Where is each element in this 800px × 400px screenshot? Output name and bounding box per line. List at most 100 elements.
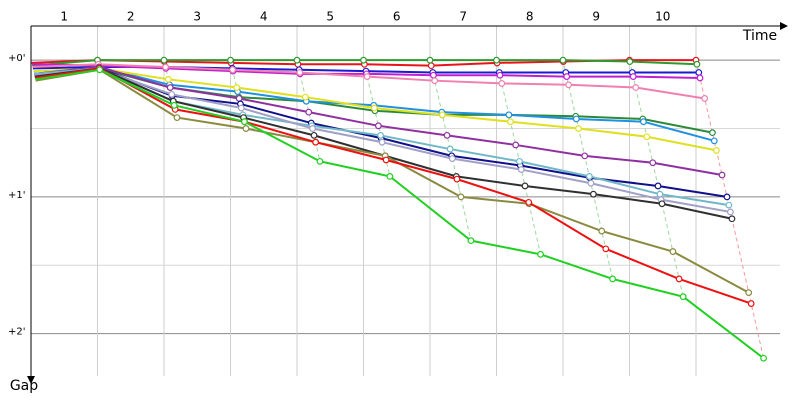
y-tick-label: +2': [8, 327, 26, 338]
marker: [747, 300, 755, 307]
marker: [516, 157, 523, 165]
marker: [713, 147, 720, 154]
marker: [760, 354, 767, 362]
marker: [505, 111, 513, 119]
x-tick-label: 7: [459, 10, 467, 24]
marker: [233, 84, 241, 91]
marker: [168, 90, 176, 98]
marker: [632, 84, 640, 91]
marker: [507, 118, 514, 126]
marker: [640, 118, 647, 126]
marker: [718, 171, 726, 179]
marker: [654, 182, 662, 190]
marker: [382, 156, 390, 164]
marker: [559, 56, 567, 64]
marker: [453, 175, 461, 183]
marker: [96, 66, 104, 74]
marker: [496, 71, 504, 79]
marker: [173, 114, 181, 122]
marker: [235, 95, 243, 102]
marker: [565, 81, 572, 89]
lap-connector: [496, 60, 542, 255]
marker: [723, 193, 731, 201]
marker: [745, 289, 753, 297]
x-tick-label: 8: [526, 10, 534, 24]
x-tick-label: 4: [260, 10, 268, 24]
y-axis-arrow: [27, 376, 35, 384]
marker: [585, 172, 593, 180]
marker: [164, 75, 172, 83]
marker: [377, 131, 384, 139]
marker: [643, 133, 651, 141]
marker: [296, 69, 304, 76]
x-tick-label: 3: [193, 10, 201, 24]
marker: [378, 138, 386, 146]
marker: [443, 131, 451, 139]
marker: [727, 208, 734, 216]
marker: [166, 84, 174, 91]
marker: [525, 198, 533, 206]
y-axis-label: Gap: [10, 378, 38, 394]
marker: [363, 73, 371, 80]
x-tick-label: 1: [60, 10, 68, 24]
x-tick-label: 2: [127, 10, 135, 24]
marker: [316, 157, 324, 165]
marker: [563, 73, 571, 80]
marker: [602, 245, 610, 253]
lap-connector: [429, 60, 472, 241]
y-tick-label: +0': [8, 53, 26, 64]
marker: [309, 125, 316, 132]
marker: [656, 190, 664, 198]
marker: [386, 172, 394, 180]
marker: [629, 73, 637, 80]
marker: [457, 193, 465, 201]
marker: [537, 250, 544, 258]
marker: [709, 129, 716, 137]
marker: [701, 95, 709, 102]
x-tick-label: 9: [592, 10, 600, 24]
marker: [227, 56, 234, 64]
y-tick-label: +1': [8, 190, 26, 201]
marker: [162, 63, 169, 71]
marker: [431, 77, 439, 85]
marker: [626, 58, 634, 65]
marker: [493, 56, 500, 64]
marker: [448, 155, 456, 163]
marker: [575, 125, 582, 132]
marker: [293, 56, 301, 64]
marker: [693, 60, 701, 68]
marker: [521, 182, 529, 190]
marker: [512, 141, 520, 149]
marker: [312, 138, 320, 146]
marker: [649, 159, 657, 167]
marker: [237, 104, 245, 112]
x-axis-arrow: [780, 22, 788, 30]
marker: [695, 69, 703, 76]
x-axis-label: Time: [742, 28, 777, 44]
marker: [430, 71, 437, 79]
marker: [170, 101, 178, 109]
marker: [446, 145, 454, 153]
series-line: [35, 68, 750, 294]
series-line: [34, 67, 752, 305]
marker: [675, 275, 683, 283]
marker: [609, 275, 616, 283]
marker: [241, 118, 248, 126]
marker: [229, 66, 237, 74]
marker: [360, 56, 367, 64]
marker: [658, 200, 666, 208]
marker: [374, 122, 382, 130]
marker: [725, 201, 733, 209]
marker: [310, 131, 318, 139]
marker: [589, 190, 597, 198]
marker: [679, 293, 687, 301]
marker: [517, 166, 525, 173]
marker: [572, 115, 580, 123]
marker: [427, 62, 435, 70]
marker: [426, 56, 434, 64]
marker: [467, 237, 475, 245]
marker: [301, 93, 309, 101]
marker: [498, 80, 506, 87]
